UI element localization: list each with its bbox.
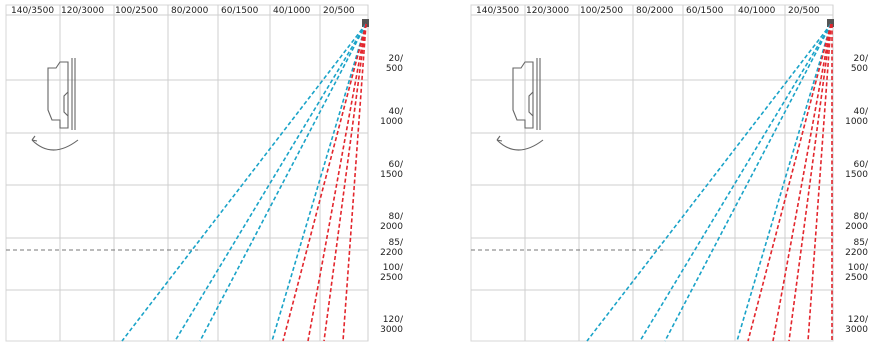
top-axis-label: 40/1000 xyxy=(273,6,311,16)
right-axis-label-top: 100/ xyxy=(383,263,404,273)
cyan-beam-line xyxy=(664,23,832,342)
right-axis-label-bottom: 3000 xyxy=(845,325,868,335)
red-beam-line xyxy=(307,23,367,342)
top-axis-label: 60/1500 xyxy=(686,6,724,16)
right-axis-label-top: 40/ xyxy=(389,107,404,117)
top-axis-label: 100/2500 xyxy=(580,6,623,16)
red-beam-line xyxy=(323,23,367,342)
cyan-beam-line xyxy=(736,23,832,342)
right-axis-label-bottom: 2500 xyxy=(380,273,403,283)
right-axis-label-bottom: 500 xyxy=(851,64,868,74)
top-axis-label: 20/500 xyxy=(788,6,820,16)
right-axis-label-bottom: 2500 xyxy=(845,273,868,283)
right-axis-label-top: 85/ xyxy=(854,238,869,248)
right-axis-label-top: 85/ xyxy=(389,238,404,248)
right-axis-label-bottom: 1000 xyxy=(845,117,868,127)
cyan-beam-line xyxy=(586,23,832,342)
cyan-beam-line xyxy=(199,23,367,342)
top-axis-label: 100/2500 xyxy=(115,6,158,16)
right-axis-label-top: 120/ xyxy=(848,315,869,325)
top-axis-label: 40/1000 xyxy=(738,6,776,16)
right-axis-label-top: 20/ xyxy=(854,54,869,64)
right-axis-label-top: 80/ xyxy=(389,212,404,222)
right-panel: 140/3500 120/3000 100/2500 80/2000 60/1500 40… xyxy=(470,4,869,342)
rotate-arrow-icon xyxy=(496,135,544,151)
rotate-arrow-icon xyxy=(31,135,79,151)
top-axis-label: 140/3500 xyxy=(476,6,519,16)
red-beam-line xyxy=(747,23,832,342)
red-beam-line xyxy=(282,23,367,342)
right-axis-label-top: 120/ xyxy=(383,315,404,325)
right-axis-label-top: 80/ xyxy=(854,212,869,222)
top-axis-label: 60/1500 xyxy=(221,6,259,16)
right-axis-label-bottom: 1500 xyxy=(845,170,868,180)
top-axis-label: 80/2000 xyxy=(636,6,674,16)
sensor-mount-icon xyxy=(512,58,541,130)
right-axis-label-bottom: 2000 xyxy=(845,222,868,232)
right-axis-label-top: 60/ xyxy=(854,160,869,170)
right-axis-label-top: 60/ xyxy=(389,160,404,170)
red-beam-line xyxy=(772,23,832,342)
right-axis-label-bottom: 1500 xyxy=(380,170,403,180)
right-axis-label-top: 40/ xyxy=(854,107,869,117)
sensor-source-icon xyxy=(827,19,834,27)
left-panel: 140/3500 120/3000 100/2500 80/2000 60/1500 40… xyxy=(5,4,404,342)
top-axis-label: 20/500 xyxy=(323,6,355,16)
right-axis-label-top: 100/ xyxy=(848,263,869,273)
cyan-beam-line xyxy=(639,23,832,342)
red-beam-line xyxy=(342,23,367,342)
right-axis-label-bottom: 500 xyxy=(386,64,403,74)
right-axis-label-bottom: 2200 xyxy=(845,248,868,258)
cyan-beam-line xyxy=(121,23,367,342)
cyan-beam-line xyxy=(174,23,367,342)
top-axis-label: 120/3000 xyxy=(61,6,104,16)
red-beam-line xyxy=(788,23,832,342)
sensor-mount-icon xyxy=(47,58,76,130)
red-beam-line xyxy=(807,23,832,342)
right-axis-label-top: 20/ xyxy=(389,54,404,64)
right-axis-label-bottom: 2200 xyxy=(380,248,403,258)
right-axis-label-bottom: 3000 xyxy=(380,325,403,335)
top-axis-label: 140/3500 xyxy=(11,6,54,16)
right-axis-label-bottom: 1000 xyxy=(380,117,403,127)
cyan-beam-line xyxy=(271,23,367,342)
right-axis-label-bottom: 2000 xyxy=(380,222,403,232)
sensor-source-icon xyxy=(362,19,369,27)
top-axis-label: 80/2000 xyxy=(171,6,209,16)
top-axis-label: 120/3000 xyxy=(526,6,569,16)
